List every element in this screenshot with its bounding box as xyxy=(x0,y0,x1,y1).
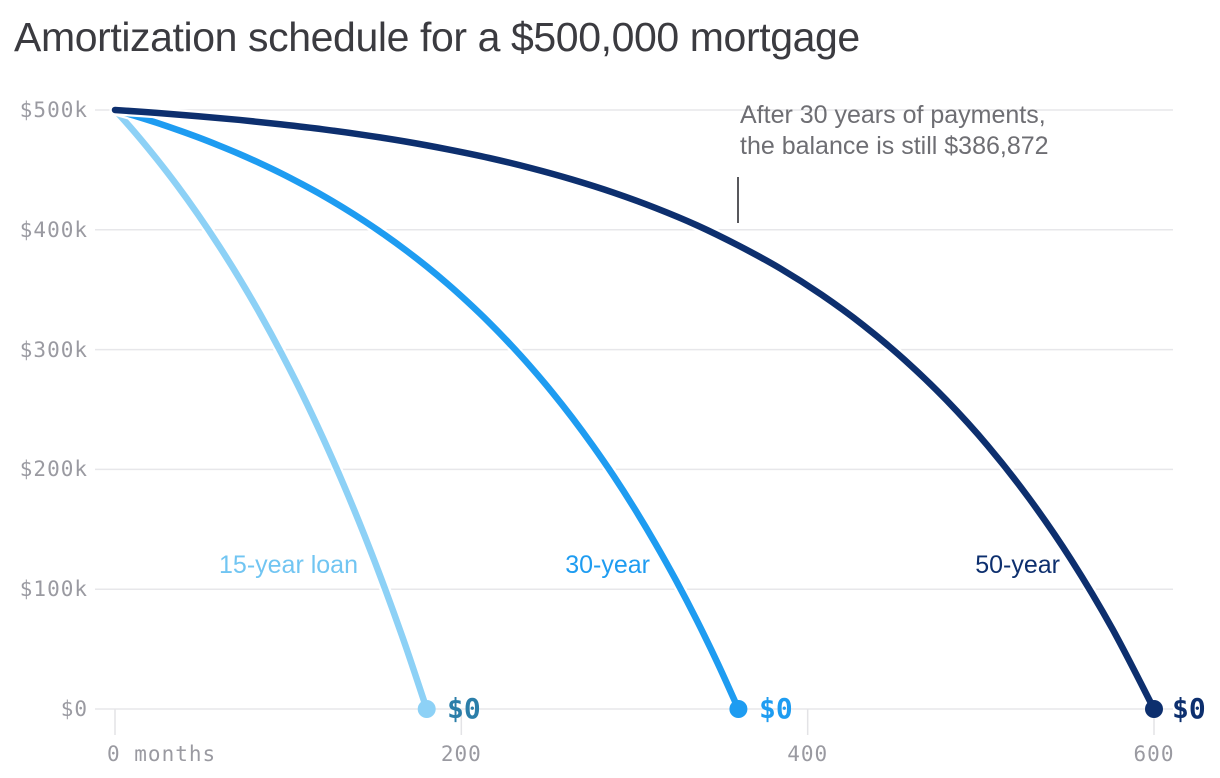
annotation-line-1: After 30 years of payments, xyxy=(740,101,1046,129)
x-axis-label: 400 xyxy=(787,742,829,766)
y-axis-label: $100k xyxy=(19,577,88,602)
chart-title: Amortization schedule for a $500,000 mor… xyxy=(14,14,860,60)
series-line-halo-15-year-loan xyxy=(109,104,433,715)
y-axis-label: $300k xyxy=(19,337,88,362)
y-axis-label: $0 xyxy=(60,697,88,721)
series-endpoint-dot-15-year-loan xyxy=(417,700,436,718)
series-line-15-year-loan xyxy=(111,106,430,713)
series-line-30-year xyxy=(111,106,742,713)
x-axis-label: 200 xyxy=(440,742,482,766)
series-line-50-year xyxy=(111,106,1158,713)
x-axis-label: 0 months xyxy=(107,742,217,766)
series-label-15-year-loan: 15-year loan xyxy=(219,551,358,579)
series-endpoint-dot-30-year xyxy=(729,700,748,718)
series-label-50-year: 50-year xyxy=(975,551,1060,579)
y-axis-label: $200k xyxy=(19,457,88,482)
y-axis-label: $400k xyxy=(19,217,88,242)
annotation: After 30 years of payments, the balance … xyxy=(740,100,1049,162)
end-value-label-50-year: $0 xyxy=(1172,692,1206,725)
end-value-label-30-year: $0 xyxy=(759,692,793,725)
end-value-label-15-year-loan: $0 xyxy=(447,692,481,725)
y-axis-label: $500k xyxy=(19,98,88,122)
series-label-30-year: 30-year xyxy=(565,551,650,579)
x-axis-label: 600 xyxy=(1133,742,1175,766)
annotation-pointer-line xyxy=(737,177,740,223)
series-endpoint-dot-50-year xyxy=(1145,700,1163,718)
annotation-line-2: the balance is still $386,872 xyxy=(740,132,1049,160)
